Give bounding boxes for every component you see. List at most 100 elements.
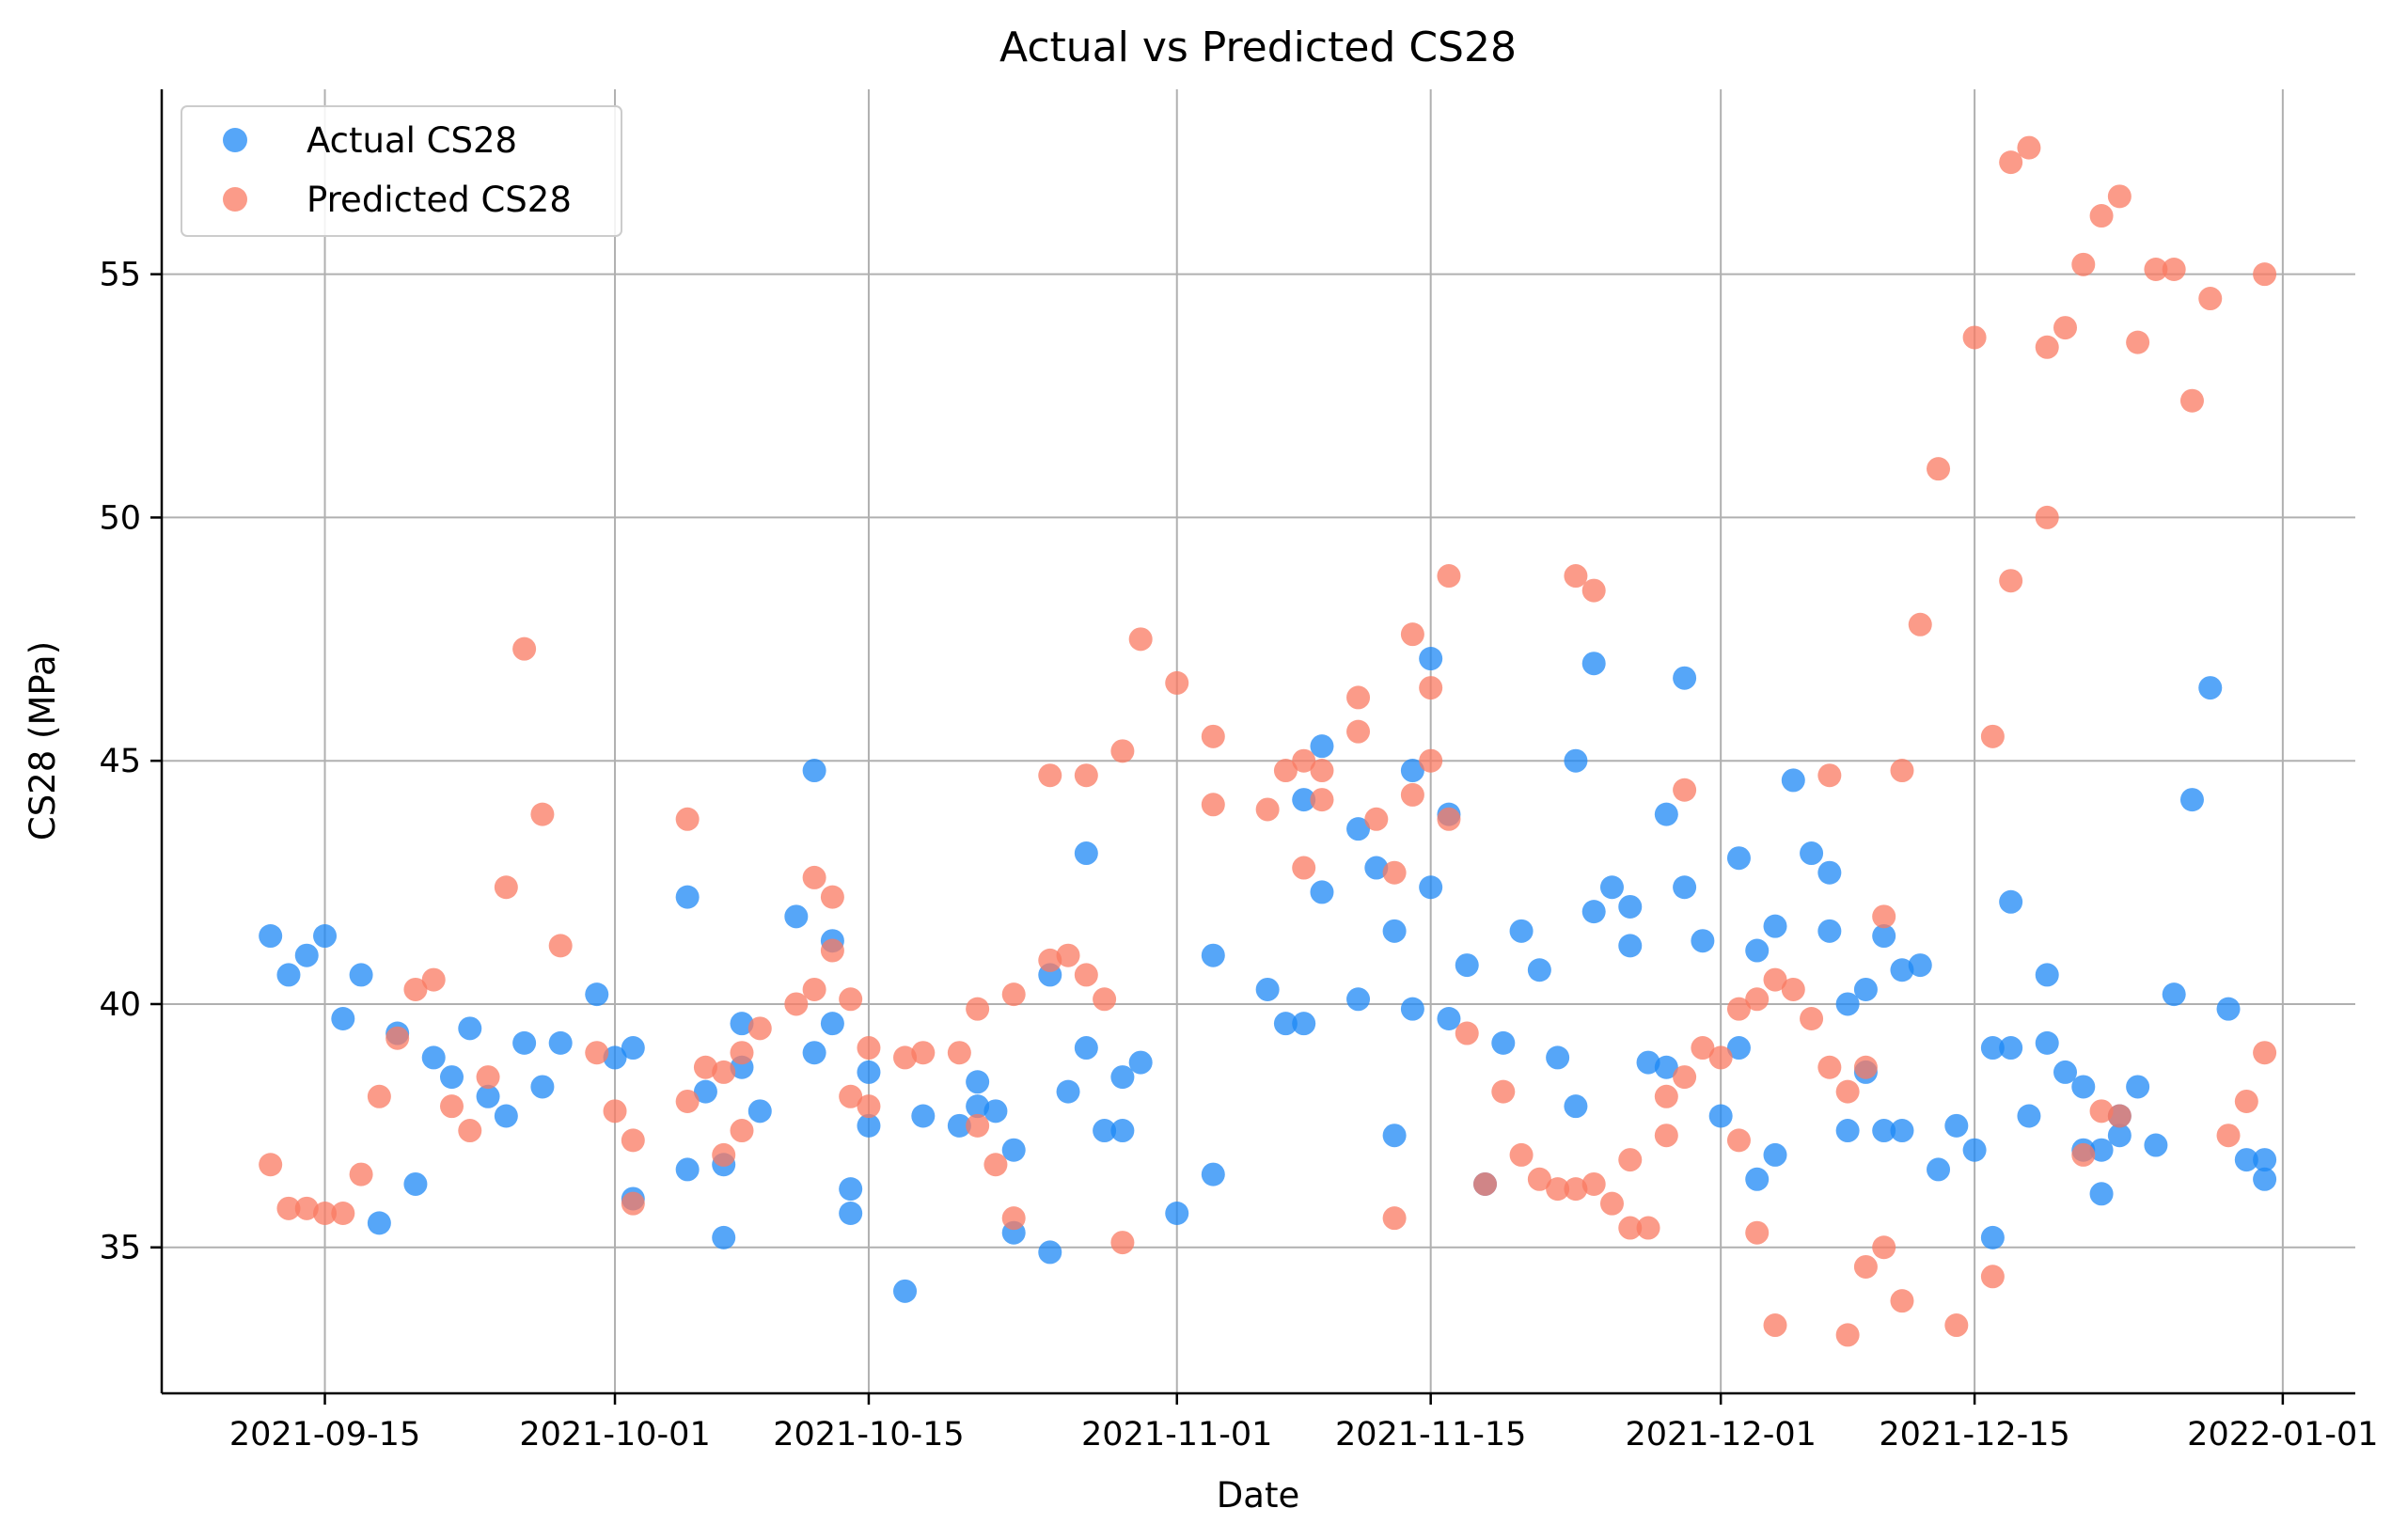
actual-point [1944,1113,1969,1138]
predicted-point [621,1191,645,1216]
predicted-point [1437,564,1461,589]
predicted-point [1890,1289,1914,1313]
actual-point [1599,875,1624,900]
x-tick-label: 2021-12-01 [1625,1416,1816,1454]
actual-point [1093,1119,1117,1143]
actual-point [421,1045,446,1070]
x-ticks: 2021-09-15 2021-10-01 2021-10-15 2021-11-01… [229,1393,2379,1454]
predicted-point [1074,763,1098,788]
actual-point [1437,1006,1461,1030]
predicted-point [367,1084,391,1108]
actual-point [294,943,319,967]
predicted-point [1001,1206,1026,1231]
actual-point [1382,1124,1407,1148]
actual-point [403,1171,428,1196]
predicted-point [494,875,518,900]
actual-point [331,1006,355,1030]
actual-point [1872,924,1896,949]
actual-point [1673,666,1697,690]
predicted-point [712,1142,736,1167]
actual-point [1636,1050,1660,1075]
predicted-point [1346,685,1371,710]
predicted-point [1781,977,1805,1001]
actual-point [1618,894,1643,919]
predicted-point [2107,1104,2132,1128]
legend: Actual CS28 Predicted CS28 [181,105,622,237]
predicted-point [2144,257,2168,281]
predicted-point [1292,856,1316,880]
actual-point [839,1202,863,1226]
actual-point [367,1211,391,1235]
actual-point [1980,1225,2005,1249]
actual-point [820,1012,844,1036]
actual-point [857,1113,881,1138]
predicted-point [385,1026,410,1050]
actual-point [1853,977,1878,1001]
legend-marker-predicted [223,187,247,212]
actual-point [276,963,301,987]
actual-point [1346,987,1371,1012]
predicted-point [1636,1216,1660,1240]
y-tick-label: 55 [99,257,141,294]
predicted-point [1364,807,1389,831]
predicted-point [1292,748,1316,773]
predicted-point [675,807,700,831]
actual-point [1745,938,1770,963]
predicted-point [439,1094,464,1119]
actual-point [712,1225,736,1249]
actual-point [1564,748,1588,773]
predicted-point [1673,1065,1697,1090]
predicted-point [585,1041,609,1065]
predicted-point [1962,325,1987,350]
actual-point [966,1094,990,1119]
actual-point [1890,1119,1914,1143]
actual-point [1310,880,1334,904]
actual-point [1781,768,1805,793]
actual-point [1455,953,1479,978]
actual-point [1999,1036,2023,1061]
predicted-point [1419,748,1443,773]
predicted-point [983,1153,1008,1177]
predicted-point [1618,1148,1643,1172]
predicted-point [1056,943,1080,967]
predicted-point [802,977,826,1001]
actual-point [966,1070,990,1094]
x-tick-label: 2021-11-01 [1081,1416,1272,1454]
predicted-point [1944,1313,1969,1338]
actual-point [548,1030,573,1055]
axes [160,89,2355,1395]
predicted-point [2035,335,2059,359]
x-tick-label: 2021-09-15 [229,1416,420,1454]
predicted-point [1654,1084,1678,1108]
actual-point [476,1084,500,1108]
actual-point [603,1045,627,1070]
predicted-point [820,885,844,909]
predicted-point [966,1113,990,1138]
actual-point [585,982,609,1007]
x-tick-label: 2021-10-01 [519,1416,710,1454]
predicted-point [1835,1323,1860,1347]
actual-point [2017,1104,2041,1128]
y-tick-label: 35 [99,1230,141,1267]
predicted-point [1038,763,1062,788]
actual-point [1292,1012,1316,1036]
actual-point [1527,958,1551,982]
actual-point [1509,919,1534,943]
predicted-point [1673,778,1697,802]
predicted-point [966,997,990,1021]
predicted-point [1400,782,1424,807]
predicted-point [421,967,446,992]
actual-point [530,1075,555,1099]
predicted-point [1546,1177,1570,1202]
predicted-point [947,1041,971,1065]
predicted-point [1581,578,1606,603]
predicted-point [1382,1206,1407,1231]
actual-point [1400,997,1424,1021]
predicted-point [1763,967,1787,992]
actual-point [313,924,338,949]
legend-box [181,105,622,237]
actual-point [730,1012,754,1036]
actual-point [1564,1094,1588,1119]
predicted-point [693,1055,717,1079]
